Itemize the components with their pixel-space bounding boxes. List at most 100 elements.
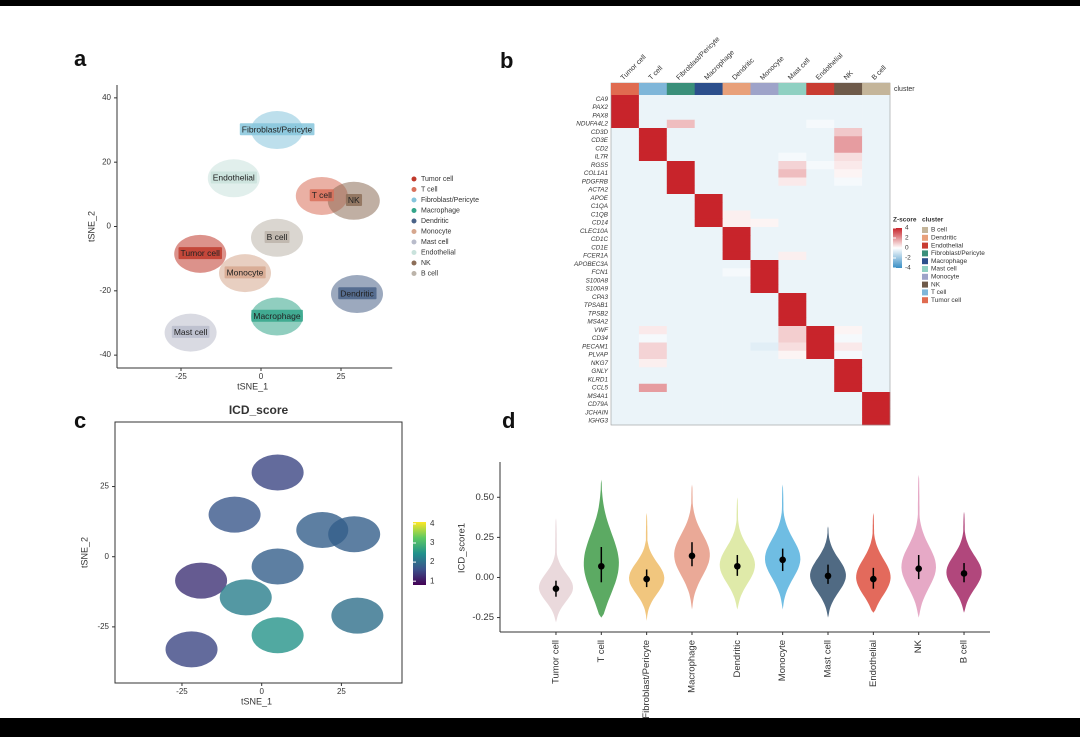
figure-background	[0, 6, 1080, 718]
heatmap-cell	[806, 111, 835, 121]
score-cloud	[165, 631, 218, 668]
heatmap-cell	[778, 136, 807, 145]
row-label: GNLY	[591, 368, 608, 375]
heatmap-cell	[806, 103, 835, 112]
heatmap-cell	[806, 392, 835, 401]
panel-label: a	[74, 46, 87, 71]
legend-label: B cell	[421, 270, 439, 277]
heatmap-cell	[778, 293, 807, 302]
row-label: CD79A	[588, 401, 608, 408]
heatmap-cell	[862, 334, 891, 343]
row-label: MS4A1	[587, 393, 608, 400]
heatmap-cell	[694, 334, 723, 343]
row-label: IL7R	[595, 154, 609, 161]
heatmap-cell	[666, 326, 695, 335]
legend-swatch	[922, 266, 928, 272]
heatmap-cell	[834, 161, 863, 170]
x-tick-label: Macrophage	[687, 640, 698, 693]
heatmap-cell	[666, 144, 695, 154]
heatmap-cell	[750, 416, 779, 426]
row-label: MS4A2	[587, 319, 608, 326]
heatmap-cell	[750, 268, 779, 277]
heatmap-cell	[666, 342, 695, 352]
row-label: CPA3	[592, 294, 608, 301]
heatmap-cell	[722, 342, 751, 352]
heatmap-cell	[722, 111, 751, 121]
heatmap-cell	[806, 309, 835, 319]
heatmap-cell	[638, 202, 668, 211]
x-tick-label: T cell	[596, 640, 607, 663]
heatmap-cell	[722, 367, 751, 376]
heatmap-cell	[638, 359, 668, 368]
heatmap-cell	[638, 260, 668, 269]
heatmap-cell	[750, 111, 779, 121]
heatmap-cell	[638, 293, 668, 302]
heatmap-cell	[806, 251, 835, 261]
x-tick-label: B cell	[959, 640, 970, 663]
heatmap-cell	[806, 260, 835, 269]
heatmap-cell	[666, 334, 695, 343]
heatmap-cell	[611, 260, 640, 269]
heatmap-cell	[778, 309, 807, 319]
row-label: CD3D	[591, 129, 609, 136]
heatmap-cell	[834, 185, 863, 195]
heatmap-cell	[806, 235, 835, 244]
violin	[901, 474, 936, 618]
score-cloud	[208, 496, 261, 533]
heatmap-cell	[778, 260, 807, 269]
cluster-label: Mast cell	[174, 327, 208, 337]
heatmap-cell	[722, 392, 751, 401]
x-tick-label: 25	[337, 372, 346, 381]
heatmap-cell	[666, 95, 695, 104]
median-dot	[779, 556, 786, 564]
heatmap-cell	[834, 392, 863, 401]
heatmap-cell	[611, 235, 640, 244]
legend-swatch	[411, 197, 417, 203]
cluster-label-box	[338, 287, 377, 300]
heatmap-cell	[611, 293, 640, 302]
heatmap-cell	[750, 392, 779, 401]
heatmap-cell	[722, 375, 751, 385]
cluster-label: Endothelial	[213, 173, 255, 183]
legend-swatch	[411, 271, 417, 276]
heatmap-cell	[862, 128, 891, 137]
cluster-annotation	[834, 83, 863, 95]
heatmap-cell	[638, 185, 668, 195]
cluster-label: Fibroblast/Pericyte	[242, 124, 313, 134]
median-dot	[688, 552, 696, 560]
median-dot	[960, 570, 968, 577]
heatmap-cell	[834, 359, 863, 368]
legend-swatch	[411, 229, 417, 234]
heatmap-cell	[750, 119, 779, 129]
cluster-label-box	[345, 194, 363, 207]
heatmap-cell	[862, 400, 891, 409]
heatmap-cell	[778, 342, 807, 352]
heatmap-cell	[611, 144, 640, 154]
heatmap-cell	[834, 194, 863, 203]
bottom-bar	[0, 718, 1080, 737]
heatmap-cell	[638, 227, 668, 236]
heatmap-cell	[806, 317, 835, 327]
cluster-annotation	[666, 83, 695, 95]
legend-label: Fibroblast/Pericyte	[931, 250, 985, 257]
heatmap-cell	[750, 144, 779, 154]
median-dot	[598, 562, 605, 570]
score-cloud	[251, 454, 304, 491]
heatmap-cell	[778, 194, 807, 203]
heatmap-cell	[694, 103, 723, 112]
cluster-label: NK	[348, 195, 360, 205]
heatmap-cell	[666, 169, 695, 178]
heatmap-cell	[722, 383, 751, 393]
y-tick-label: -25	[97, 622, 109, 631]
heatmap-cell	[778, 218, 807, 228]
heatmap-cell	[611, 359, 640, 368]
heatmap-cell	[722, 210, 751, 220]
legend-label: T cell	[421, 186, 438, 193]
heatmap-cell	[778, 392, 807, 401]
heatmap-cell	[666, 359, 695, 368]
legend-label: T cell	[931, 289, 947, 296]
heatmap-cell	[722, 260, 751, 269]
row-label: PLVAP	[588, 352, 608, 359]
heatmap-cell	[722, 301, 751, 310]
